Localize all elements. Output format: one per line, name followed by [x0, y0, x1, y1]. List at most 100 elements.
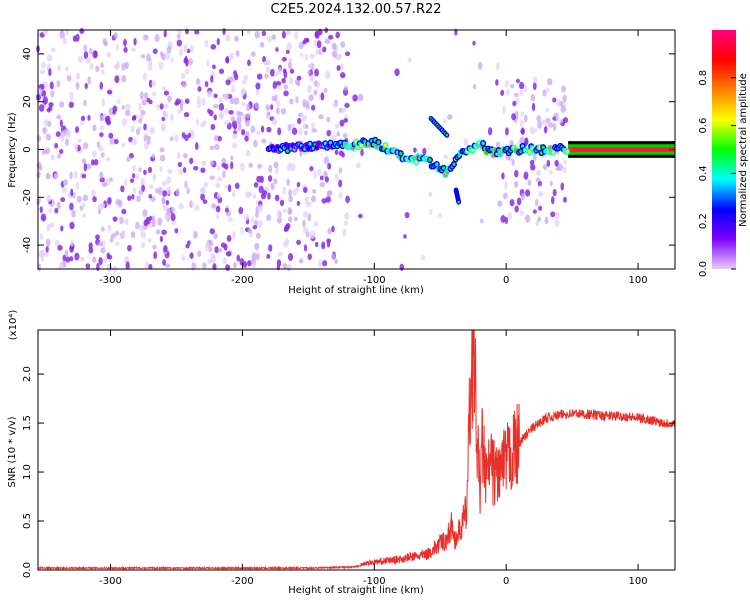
heatmap-point [515, 78, 520, 84]
heatmap-point [87, 114, 91, 121]
heatmap-point [314, 241, 319, 248]
heatmap-point [56, 80, 61, 88]
heatmap-point [213, 114, 217, 121]
heatmap-point [131, 164, 136, 172]
heatmap-point [291, 127, 298, 135]
heatmap-point [296, 181, 301, 188]
heatmap-point [89, 63, 94, 70]
heatmap-point [124, 61, 129, 69]
heatmap-point [132, 114, 137, 121]
heatmap-point [101, 69, 105, 75]
heatmap-point [321, 241, 326, 250]
heatmap-point [319, 181, 326, 188]
heatmap-point [301, 114, 308, 122]
heatmap-point [213, 232, 218, 240]
heatmap-point [184, 180, 188, 189]
heatmap-point [49, 222, 55, 228]
heatmap-point [307, 213, 312, 222]
heatmap-point [193, 165, 199, 171]
heatmap-point [196, 95, 201, 104]
heatmap-point [221, 162, 226, 168]
heatmap-point [257, 219, 263, 228]
heatmap-point [138, 167, 142, 173]
heatmap-point [531, 102, 536, 112]
heatmap-point [236, 254, 241, 262]
snr-x-tick-label: -200 [231, 576, 254, 587]
heatmap-point [239, 162, 245, 172]
heatmap-point [232, 262, 237, 268]
heatmap-point [194, 29, 200, 35]
heatmap-point [60, 197, 66, 203]
heatmap-point [142, 34, 149, 41]
heatmap-point [303, 211, 308, 218]
heatmap-point [447, 114, 453, 120]
heatmap-trace-inner [548, 146, 552, 150]
heatmap-point [91, 159, 95, 166]
heatmap-point [68, 101, 74, 109]
heatmap-point [121, 142, 126, 148]
heatmap-point [428, 191, 433, 197]
heatmap-point [259, 41, 265, 48]
heatmap-point [115, 43, 120, 52]
heatmap-point [177, 161, 183, 168]
heatmap-point [207, 90, 213, 98]
heatmap-point [200, 167, 206, 174]
heatmap-point [514, 180, 519, 188]
heatmap-point [162, 190, 168, 197]
heatmap-point [324, 176, 329, 183]
heatmap-point [46, 54, 53, 62]
heatmap-point [69, 202, 74, 211]
heatmap-point [183, 44, 188, 53]
heatmap-point [282, 208, 287, 214]
heatmap-point [442, 118, 447, 124]
heatmap-point [535, 177, 541, 183]
heatmap-point [88, 242, 93, 249]
heatmap-point [43, 252, 49, 257]
heatmap-point [562, 166, 567, 174]
heatmap-point [246, 29, 251, 35]
snr-y-tick-label: 2.0 [22, 366, 33, 382]
heatmap-point [75, 181, 80, 190]
heatmap-point [39, 206, 43, 214]
heatmap-point [267, 192, 271, 200]
heatmap-x-tick-label: 100 [629, 275, 648, 286]
heatmap-point [121, 74, 127, 83]
heatmap-point [313, 80, 318, 87]
heatmap-point [532, 154, 537, 162]
heatmap-point [147, 139, 151, 145]
heatmap-point [151, 153, 155, 159]
heatmap-point [552, 123, 557, 132]
snr-x-tick-label: 0 [503, 576, 509, 587]
heatmap-point [267, 175, 273, 182]
snr-y-ticks: 0.0 0.5 1.0 1.5 2.0 [22, 366, 675, 578]
heatmap-point [511, 113, 516, 121]
heatmap-point [502, 192, 508, 200]
heatmap-point [83, 99, 87, 107]
heatmap-point [139, 225, 144, 232]
heatmap-point [500, 89, 505, 96]
heatmap-point [282, 186, 287, 195]
heatmap-point [534, 199, 539, 206]
heatmap-point [114, 75, 120, 84]
heatmap-point [303, 244, 308, 252]
heatmap-point [532, 209, 537, 214]
heatmap-point [40, 257, 45, 262]
heatmap-point [215, 182, 221, 188]
heatmap-point [540, 119, 547, 125]
heatmap-point [479, 218, 484, 224]
heatmap-point [204, 39, 209, 48]
heatmap-point [233, 97, 240, 105]
heatmap-point [231, 142, 238, 149]
heatmap-point [512, 100, 517, 107]
heatmap-point [85, 163, 92, 170]
heatmap-point [174, 134, 179, 142]
heatmap-point [97, 241, 104, 247]
heatmap-point [519, 136, 525, 144]
heatmap-point [276, 217, 283, 224]
heatmap-point [554, 159, 559, 167]
heatmap-point [559, 101, 563, 107]
heatmap-point [255, 210, 259, 219]
heatmap-trace-inner [376, 140, 381, 144]
heatmap-point [99, 171, 104, 179]
heatmap-point [57, 64, 62, 71]
